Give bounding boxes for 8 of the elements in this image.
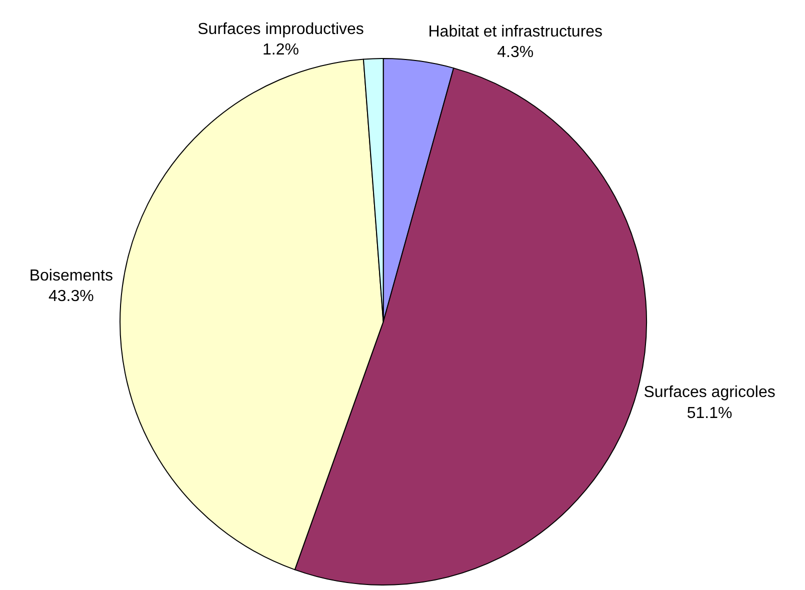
slice-label: Habitat et infrastructures — [428, 23, 603, 40]
slice-label: Surfaces improductives — [198, 20, 364, 38]
slice-label: Boisements — [29, 267, 113, 284]
slice-label: Surfaces agricoles — [644, 384, 776, 402]
data-label: 51.1% — [686, 404, 732, 422]
data-label: 1.2% — [262, 42, 300, 59]
data-label: 4.3% — [497, 44, 534, 62]
data-label: 43.3% — [48, 288, 94, 306]
